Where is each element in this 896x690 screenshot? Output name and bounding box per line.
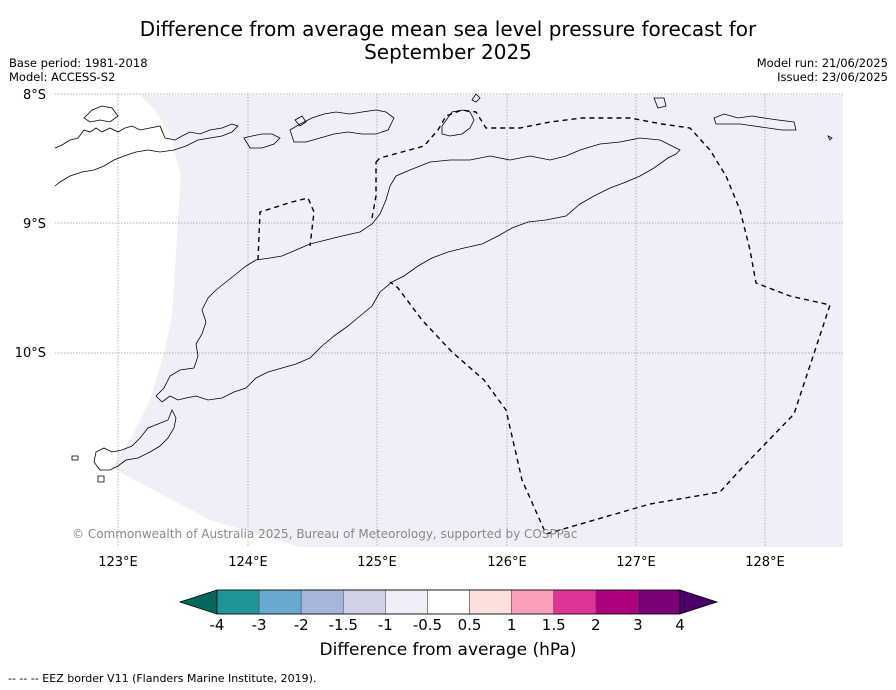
coastline-islet-9 xyxy=(827,135,833,141)
colorbar-tick-label: 0.5 xyxy=(458,616,482,634)
colorbar-cell xyxy=(553,589,597,615)
colorbar-extend-low xyxy=(178,589,218,615)
coastline-timor xyxy=(155,137,681,403)
colorbar: -4 -3 -2 -1.5 -1 -0.5 0.5 1 1.5 2 3 4 xyxy=(178,589,719,634)
colorbar-cell xyxy=(427,589,470,615)
issued-date: Issued: 23/06/2025 xyxy=(777,70,888,84)
colorbar-tick-label: -0.5 xyxy=(413,616,442,634)
meta-left: Base period: 1981-2018 Model: ACCESS-S2 xyxy=(9,56,148,84)
eez-footnote: -- -- -- EEZ border V11 (Flanders Marine… xyxy=(8,672,317,685)
colorbar-tick-label: 3 xyxy=(633,616,643,634)
lat-label-9s: 9°S xyxy=(23,217,46,232)
lat-label-10s: 10°S xyxy=(15,346,46,361)
colorbar-cell xyxy=(511,589,555,615)
coastline-islet-3 xyxy=(294,115,307,127)
lon-label-128e: 128°E xyxy=(745,555,785,570)
coastline-islet-2 xyxy=(243,133,281,149)
colorbar-tick-label: 1.5 xyxy=(542,616,566,634)
longitude-labels: 123°E 124°E 125°E 126°E 127°E 128°E xyxy=(98,555,785,570)
map-figure: 8°S 9°S 10°S 123°E 124°E 125°E 126°E 127… xyxy=(15,88,843,634)
eez-borders xyxy=(257,109,831,535)
colorbar-extend-high xyxy=(679,589,719,615)
coastline-islet-5 xyxy=(713,113,797,131)
colorbar-cell xyxy=(258,589,302,615)
colorbar-cell xyxy=(637,589,681,615)
colorbar-tick-label: -1 xyxy=(378,616,393,634)
colorbar-outline xyxy=(216,589,681,615)
coastline-islet-6 xyxy=(471,93,481,103)
base-period: Base period: 1981-2018 xyxy=(9,56,148,70)
colorbar-title: Difference from average (hPa) xyxy=(319,640,577,660)
map-panel: 8°S 9°S 10°S 123°E 124°E 125°E 126°E 127… xyxy=(15,88,843,570)
coastlines xyxy=(54,93,833,483)
lon-label-124e: 124°E xyxy=(228,555,268,570)
coastline-flores-west xyxy=(54,123,239,187)
chart-title: Difference from average mean sea level p… xyxy=(0,18,896,64)
colorbar-tick-label: -4 xyxy=(210,616,225,634)
title-line-2: September 2025 xyxy=(364,40,532,64)
lon-label-126e: 126°E xyxy=(487,555,527,570)
coastline-wetar xyxy=(441,109,475,137)
graticule xyxy=(55,93,843,547)
lat-label-8s: 8°S xyxy=(23,88,46,103)
coastline-alor xyxy=(289,109,395,143)
latitude-labels: 8°S 9°S 10°S xyxy=(15,88,46,361)
coastline-islet-4 xyxy=(653,97,667,109)
colorbar-tick-label: 1 xyxy=(507,616,517,634)
colorbar-tick-label: 4 xyxy=(675,616,685,634)
eez-border-north xyxy=(375,109,831,535)
lon-label-123e: 123°E xyxy=(98,555,138,570)
colorbar-tick-label: -3 xyxy=(252,616,267,634)
model-run: Model run: 21/06/2025 xyxy=(756,56,888,70)
colorbar-tick-label: -1.5 xyxy=(329,616,358,634)
lon-label-125e: 125°E xyxy=(357,555,397,570)
title-line-1: Difference from average mean sea level p… xyxy=(139,17,757,41)
colorbar-cell xyxy=(469,589,512,615)
eez-border-west xyxy=(371,162,377,219)
meta-right: Model run: 21/06/2025 Issued: 23/06/2025 xyxy=(757,56,888,84)
colorbar-tick-label: 2 xyxy=(591,616,601,634)
coastline-islet-7 xyxy=(71,455,79,461)
lon-label-127e: 127°E xyxy=(616,555,656,570)
copyright-notice: © Commonwealth of Australia 2025, Bureau… xyxy=(72,527,577,541)
colorbar-cell xyxy=(342,589,386,615)
coastline-islet-8 xyxy=(97,475,105,483)
colorbar-cell xyxy=(216,589,260,615)
colorbar-cell xyxy=(385,589,428,615)
pressure-anomaly-field xyxy=(112,95,843,547)
colorbar-cell xyxy=(595,589,639,615)
colorbar-cell xyxy=(300,589,344,615)
eez-border-oecusse xyxy=(257,197,315,261)
colorbar-tick-label: -2 xyxy=(294,616,309,634)
coastline-west-timor-tip xyxy=(93,409,177,471)
coastline-islet-1 xyxy=(83,105,119,123)
model-name: Model: ACCESS-S2 xyxy=(9,70,116,84)
